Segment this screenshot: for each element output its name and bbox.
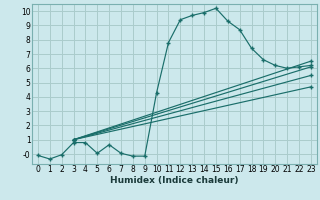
X-axis label: Humidex (Indice chaleur): Humidex (Indice chaleur): [110, 176, 239, 185]
